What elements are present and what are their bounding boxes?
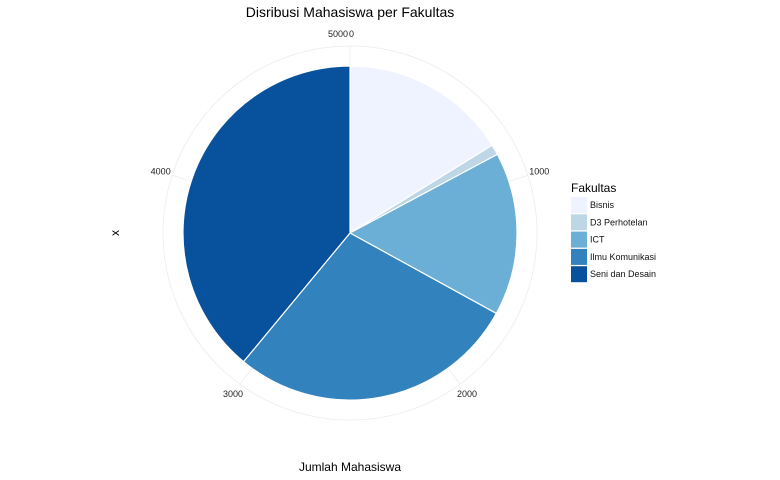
legend-title: Fakultas xyxy=(571,181,616,195)
y-axis-title: x xyxy=(108,230,122,236)
legend-key xyxy=(571,197,587,213)
legend-key xyxy=(571,248,587,265)
tick-label: 4000 xyxy=(151,167,171,177)
legend-label: Seni dan Desain xyxy=(590,269,656,279)
legend-label: Bisnis xyxy=(590,200,615,210)
tick-label: 3000 xyxy=(223,389,243,399)
pie-slice-ilmu-komunikasi xyxy=(242,232,498,401)
tick-label: 5000 xyxy=(328,29,348,39)
legend-key xyxy=(571,231,587,248)
tick-label: 2000 xyxy=(457,389,477,399)
angle-ticks: 0 1000 2000 3000 4000 5000 xyxy=(151,29,550,399)
pie-slices xyxy=(182,65,518,401)
pie-slice-seni-dan-desain xyxy=(182,65,351,363)
chart-title: Disribusi Mahasiswa per Fakultas xyxy=(246,4,455,20)
legend-key xyxy=(571,214,587,231)
legend-label: ICT xyxy=(590,235,605,245)
tick-label: 0 xyxy=(349,29,354,39)
pie-slice-ict xyxy=(348,153,518,315)
tick-label: 1000 xyxy=(529,167,549,177)
pie-slice-bisnis xyxy=(349,65,493,235)
legend-key xyxy=(571,266,587,283)
x-axis-title: Jumlah Mahasiswa xyxy=(299,460,401,474)
legend: Fakultas Bisnis D3 Perhotelan ICT Ilmu Komu… xyxy=(571,181,656,283)
legend-label: Ilmu Komunikasi xyxy=(590,252,656,262)
legend-label: D3 Perhotelan xyxy=(590,217,648,227)
